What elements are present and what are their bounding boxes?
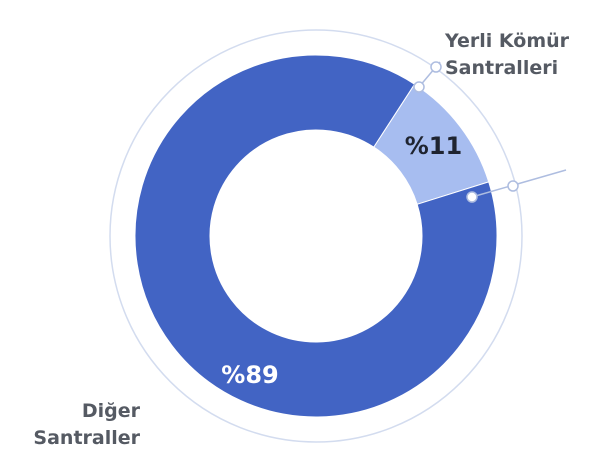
- value-label: %89: [221, 361, 278, 389]
- value-label: %11: [405, 132, 462, 160]
- category-label: Diğer Santraller: [33, 400, 140, 449]
- outer-ring: [109, 29, 523, 443]
- slice: [134, 54, 498, 418]
- category-label: Yerli Kömür Santralleri: [445, 30, 570, 79]
- leader-lines: [413, 61, 567, 203]
